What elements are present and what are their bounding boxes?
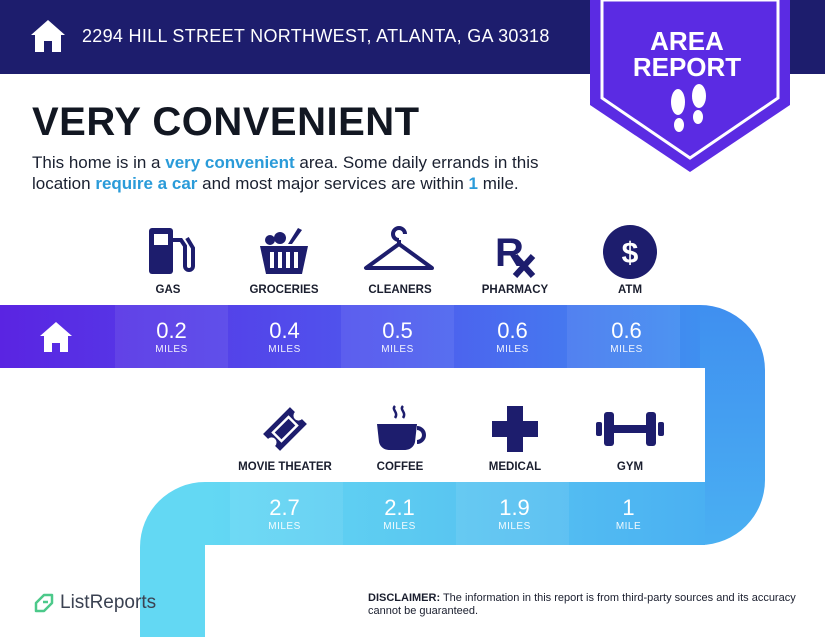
- gas-pump-icon: [149, 228, 195, 274]
- badge-line-1: AREA: [650, 26, 724, 56]
- unit-cleaners: MILES: [381, 344, 414, 355]
- hanger-icon: [364, 226, 434, 270]
- property-address: 2294 HILL STREET NORTHWEST, ATLANTA, GA …: [82, 26, 550, 46]
- distance-cleaners: 0.5: [382, 318, 413, 343]
- left-curve: [140, 482, 205, 637]
- brand-name: ListReports: [60, 592, 157, 613]
- label-coffee: COFFEE: [376, 461, 424, 473]
- unit-coffee: MILES: [383, 521, 416, 532]
- desc-part-2: area. Some daily errands in this locatio…: [32, 153, 539, 193]
- description: This home is in a very convenient area. …: [32, 152, 592, 194]
- label-movie-theater: MOVIE THEATER: [238, 461, 332, 473]
- ticket-icon: [263, 407, 307, 451]
- listreports-logo-icon: [34, 593, 54, 613]
- area-report-badge: [590, 0, 790, 172]
- unit-groceries: MILES: [268, 344, 301, 355]
- coffee-cup-icon: [377, 405, 426, 451]
- page-title: VERY CONVENIENT: [32, 100, 420, 144]
- distance-pharmacy: 0.6: [497, 318, 528, 343]
- unit-movie-theater: MILES: [268, 521, 301, 532]
- rx-icon: R: [495, 231, 536, 278]
- label-groceries: GROCERIES: [249, 284, 319, 296]
- home-icon: [31, 20, 65, 52]
- desc-highlight-1: very convenient: [165, 153, 295, 172]
- unit-pharmacy: MILES: [496, 344, 529, 355]
- distance-medical: 1.9: [499, 495, 530, 520]
- unit-gym: MILE: [615, 521, 642, 532]
- unit-gas: MILES: [155, 344, 188, 355]
- disclaimer: DISCLAIMER: The information in this repo…: [368, 592, 798, 618]
- badge-title: AREA REPORT: [612, 28, 762, 80]
- right-curve: [700, 305, 765, 545]
- desc-highlight-2: require a car: [95, 174, 198, 193]
- svg-text:$: $: [622, 237, 639, 270]
- desc-part-3: and most major services are within: [197, 174, 469, 193]
- route-home-icon: [40, 322, 72, 352]
- unit-medical: MILES: [498, 521, 531, 532]
- label-medical: MEDICAL: [488, 461, 542, 473]
- distance-coffee: 2.1: [384, 495, 415, 520]
- dollar-coin-icon: $: [603, 225, 657, 279]
- distance-groceries: 0.4: [269, 318, 300, 343]
- medical-cross-icon: [492, 406, 538, 452]
- top-band: [0, 305, 700, 368]
- desc-part-4: mile.: [478, 174, 519, 193]
- label-pharmacy: PHARMACY: [481, 284, 549, 296]
- desc-part-1: This home is in a: [32, 153, 166, 172]
- distance-movie-theater: 2.7: [269, 495, 300, 520]
- footprints-icon: [671, 84, 706, 132]
- desc-highlight-3: 1: [468, 174, 479, 193]
- distance-atm: 0.6: [611, 318, 642, 343]
- bottom-band: [205, 482, 705, 545]
- label-gas: GAS: [155, 284, 181, 296]
- grocery-basket-icon: [260, 228, 308, 274]
- badge-line-2: REPORT: [632, 52, 742, 82]
- label-atm: ATM: [617, 284, 643, 296]
- dumbbell-icon: [596, 412, 664, 446]
- disclaimer-label: DISCLAIMER:: [368, 592, 441, 604]
- label-gym: GYM: [616, 461, 644, 473]
- unit-atm: MILES: [610, 344, 643, 355]
- disclaimer-text: The information in this report is from t…: [368, 592, 796, 617]
- label-cleaners: CLEANERS: [368, 284, 432, 296]
- distance-gas: 0.2: [156, 318, 187, 343]
- distance-gym: 1: [622, 495, 635, 520]
